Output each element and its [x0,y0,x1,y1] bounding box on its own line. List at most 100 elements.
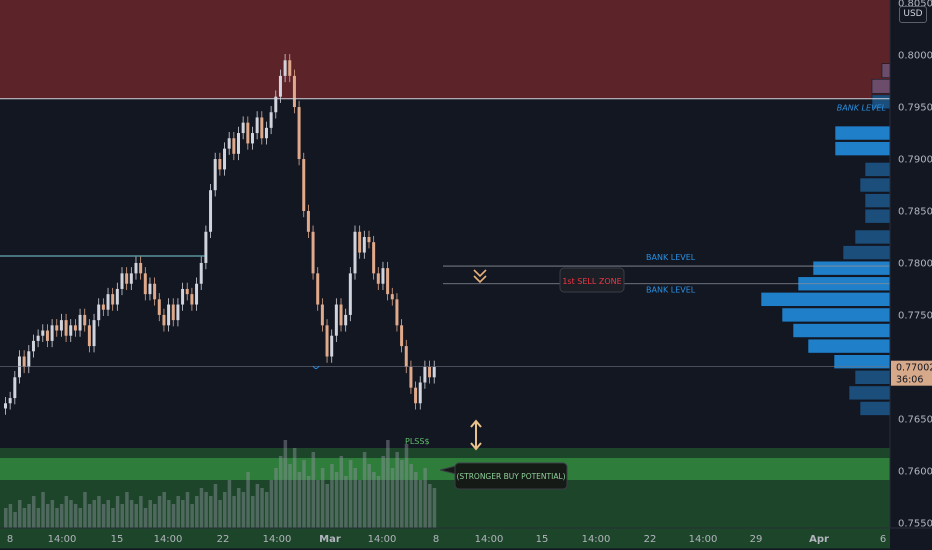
volume-bar [376,476,381,528]
candle [297,107,301,160]
volume-bar [325,484,330,528]
candle [288,60,292,76]
candle [250,133,254,144]
volume-bar [36,508,41,528]
candle [134,262,138,274]
candle [111,294,115,305]
candle [409,366,413,388]
volume-bar [297,472,302,528]
volume-profile-bar [864,208,891,224]
volume-bar [55,508,59,528]
volume-bar [348,460,353,528]
candle [195,283,199,305]
time-tick-label: 15 [111,534,124,545]
candle [395,299,399,326]
volume-bar [386,440,390,528]
volume-profile-bar [807,338,891,354]
candle [362,236,366,253]
volume-profile-bar [792,323,891,338]
volume-profile-bar [859,177,891,193]
volume-bar [362,452,367,528]
volume-bar [171,504,176,528]
time-tick-label: 14:00 [475,534,504,545]
candle [353,231,357,274]
volume-bar [264,492,269,528]
countdown-value: 36:06 [896,375,923,386]
candle [31,340,35,352]
volume-bar [8,504,13,528]
sell-zone-label: 1st SELL ZONE [562,277,621,286]
candle [162,314,166,326]
volume-profile-bar [812,260,891,276]
volume-profile-bar [871,78,891,94]
price-axis[interactable]: 0.755000.760000.765000.770000.775000.780… [898,0,932,529]
volume-bar [115,496,120,528]
volume-bar [367,464,371,528]
volume-bar [64,496,69,528]
candle [423,366,427,383]
plss-label: PLSS$ [405,437,430,446]
time-tick-label: 14:00 [368,534,397,545]
volume-bar [41,492,45,528]
candle [269,112,273,128]
candle [344,314,348,326]
time-tick-label: 14:00 [48,534,77,545]
volume-bar [134,504,138,528]
volume-profile-bar [881,63,891,78]
time-tick-label: 22 [644,534,657,545]
volume-bar [17,500,22,528]
candle [120,273,124,289]
candle [334,304,338,336]
bank-level-label: BANK LEVEL [646,286,696,295]
volume-bar [316,480,320,528]
candle [204,231,208,263]
candle [311,231,315,274]
candle [232,138,236,154]
volume-bar [199,488,204,528]
candle [36,335,40,341]
volume-bar [27,504,31,528]
candle [176,304,180,321]
volume-bar [390,468,395,528]
candle [78,314,82,331]
volume-bar [372,472,376,528]
bank-level-label: BANK LEVEL [837,104,886,113]
candle [283,60,287,76]
candle [320,304,324,326]
volume-bar [320,468,325,528]
candle [106,294,110,310]
candle [358,231,362,253]
bank-level-label: BANK LEVEL [646,253,696,262]
time-axis[interactable]: 8 14:00 15 14:00 22 14:00 Mar 14:00 8 14:00 15 14:0… [7,534,886,545]
time-tick-label: 22 [217,534,230,545]
volume-profile-bar [760,292,891,307]
volume-bar [278,456,283,528]
candle [386,268,390,295]
candle [59,320,63,331]
candle [218,159,222,170]
volume-bar [139,496,143,528]
buy-potential-tag [454,462,568,490]
candle [274,96,278,113]
candle [13,377,17,399]
candle [190,294,194,305]
volume-bar [4,508,8,528]
sell-zone-tag [559,267,625,293]
volume-bar [87,504,92,528]
currency-label[interactable]: USD [899,6,927,23]
candle [139,262,143,274]
volume-bar [111,508,115,528]
volume-bar [69,500,73,528]
volume-bar [250,496,255,528]
candle [55,325,59,331]
volume-bar [213,484,218,528]
volume-bar [381,456,385,528]
volume-bar [129,500,134,528]
price-tick-label: 0.80500 [898,0,932,10]
volume-bar [246,472,250,528]
candle [404,346,408,367]
volume-bar [13,512,17,528]
